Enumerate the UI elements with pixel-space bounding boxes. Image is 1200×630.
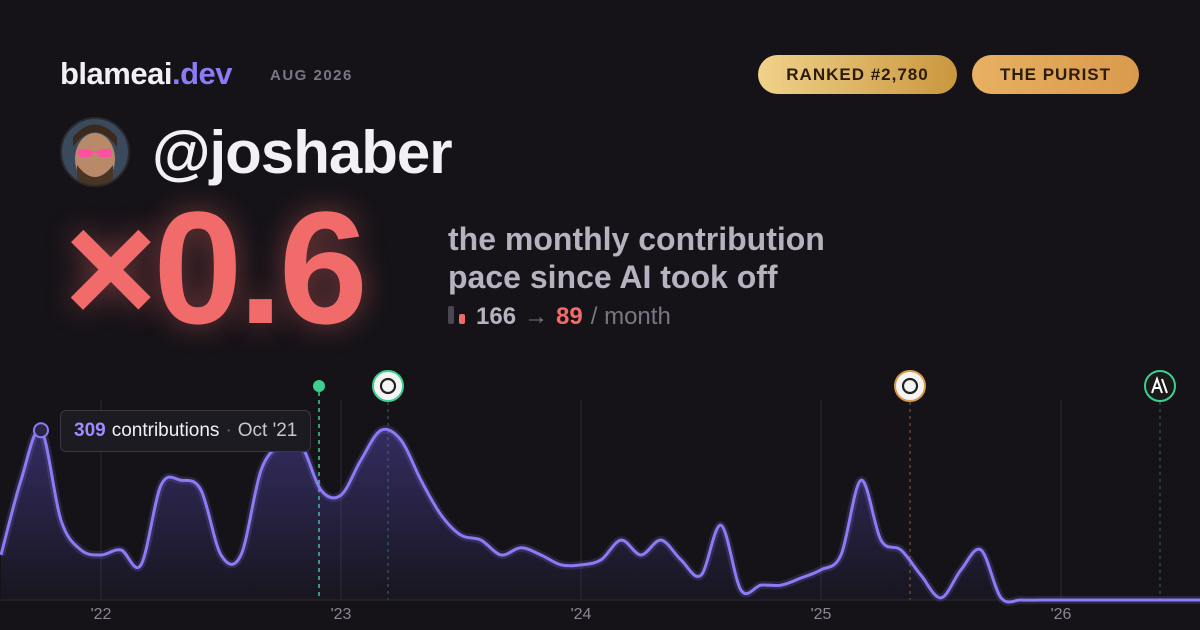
event-dot <box>313 380 325 392</box>
brand-tld: .dev <box>171 56 233 91</box>
tooltip-value: 309 <box>74 420 106 441</box>
rank-badge: RANKED #2,780 <box>758 55 957 94</box>
x-tick-label: '23 <box>331 606 352 623</box>
description: the monthly contribution pace since AI t… <box>448 220 825 296</box>
highlight-point <box>33 422 49 439</box>
x-tick-label: '26 <box>1051 606 1072 623</box>
title-badge: THE PURIST <box>972 55 1139 94</box>
x-tick-label: '25 <box>811 606 832 623</box>
avatar <box>60 117 130 187</box>
after-value: 89 <box>556 303 583 330</box>
pace-icon <box>448 306 465 324</box>
tooltip: 309 contributions · Oct '21 <box>60 410 312 452</box>
tooltip-label: contributions <box>111 420 220 441</box>
handle: @joshaber <box>152 119 453 186</box>
period: AUG 2026 <box>270 67 353 84</box>
arrow: → <box>524 303 549 330</box>
openai-icon <box>372 370 404 402</box>
tooltip-date: Oct '21 <box>237 420 298 441</box>
unit: / month <box>590 303 671 330</box>
pace: 166 → 89 / month <box>448 303 679 331</box>
before-value: 166 <box>476 303 517 330</box>
tooltip-separator: · <box>225 420 232 441</box>
description-line: pace since AI took off <box>448 259 778 295</box>
x-tick-label: '22 <box>91 606 112 623</box>
x-tick-label: '24 <box>571 606 592 623</box>
openai-icon <box>894 370 926 402</box>
multiplier: ×0.6 <box>64 178 368 357</box>
brand: blameai.dev <box>60 56 232 92</box>
brand-name: blameai <box>60 56 172 91</box>
area <box>1 429 1200 603</box>
line <box>0 427 1200 604</box>
description-line: the monthly contribution <box>448 221 825 257</box>
anthropic-icon <box>1144 370 1176 402</box>
